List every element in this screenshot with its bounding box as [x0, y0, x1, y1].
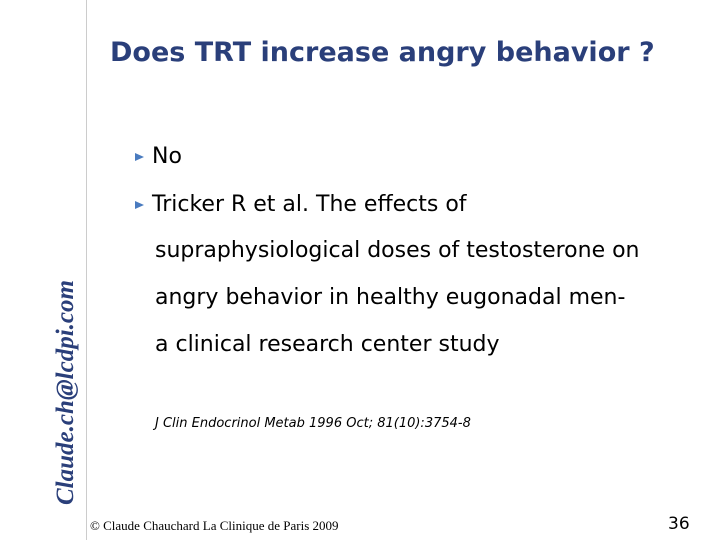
divider: [86, 0, 87, 540]
page-number: 36: [668, 514, 690, 534]
bullet: No: [135, 144, 182, 169]
sidebar-text: Claude.ch@lcdpi.com: [52, 280, 79, 505]
text-line: supraphysiological doses of testosterone…: [155, 238, 640, 263]
citation: J Clin Endocrinol Metab 1996 Oct; 81(10)…: [155, 416, 471, 431]
copyright: © Claude Chauchard La Clinique de Paris …: [90, 518, 339, 533]
text-line: angry behavior in healthy eugonadal men-: [155, 285, 626, 310]
bullet: Tricker R et al. The effects of: [135, 192, 467, 217]
text-line: a clinical research center study: [155, 332, 500, 357]
title: Does TRT increase angry behavior ?: [110, 37, 655, 68]
